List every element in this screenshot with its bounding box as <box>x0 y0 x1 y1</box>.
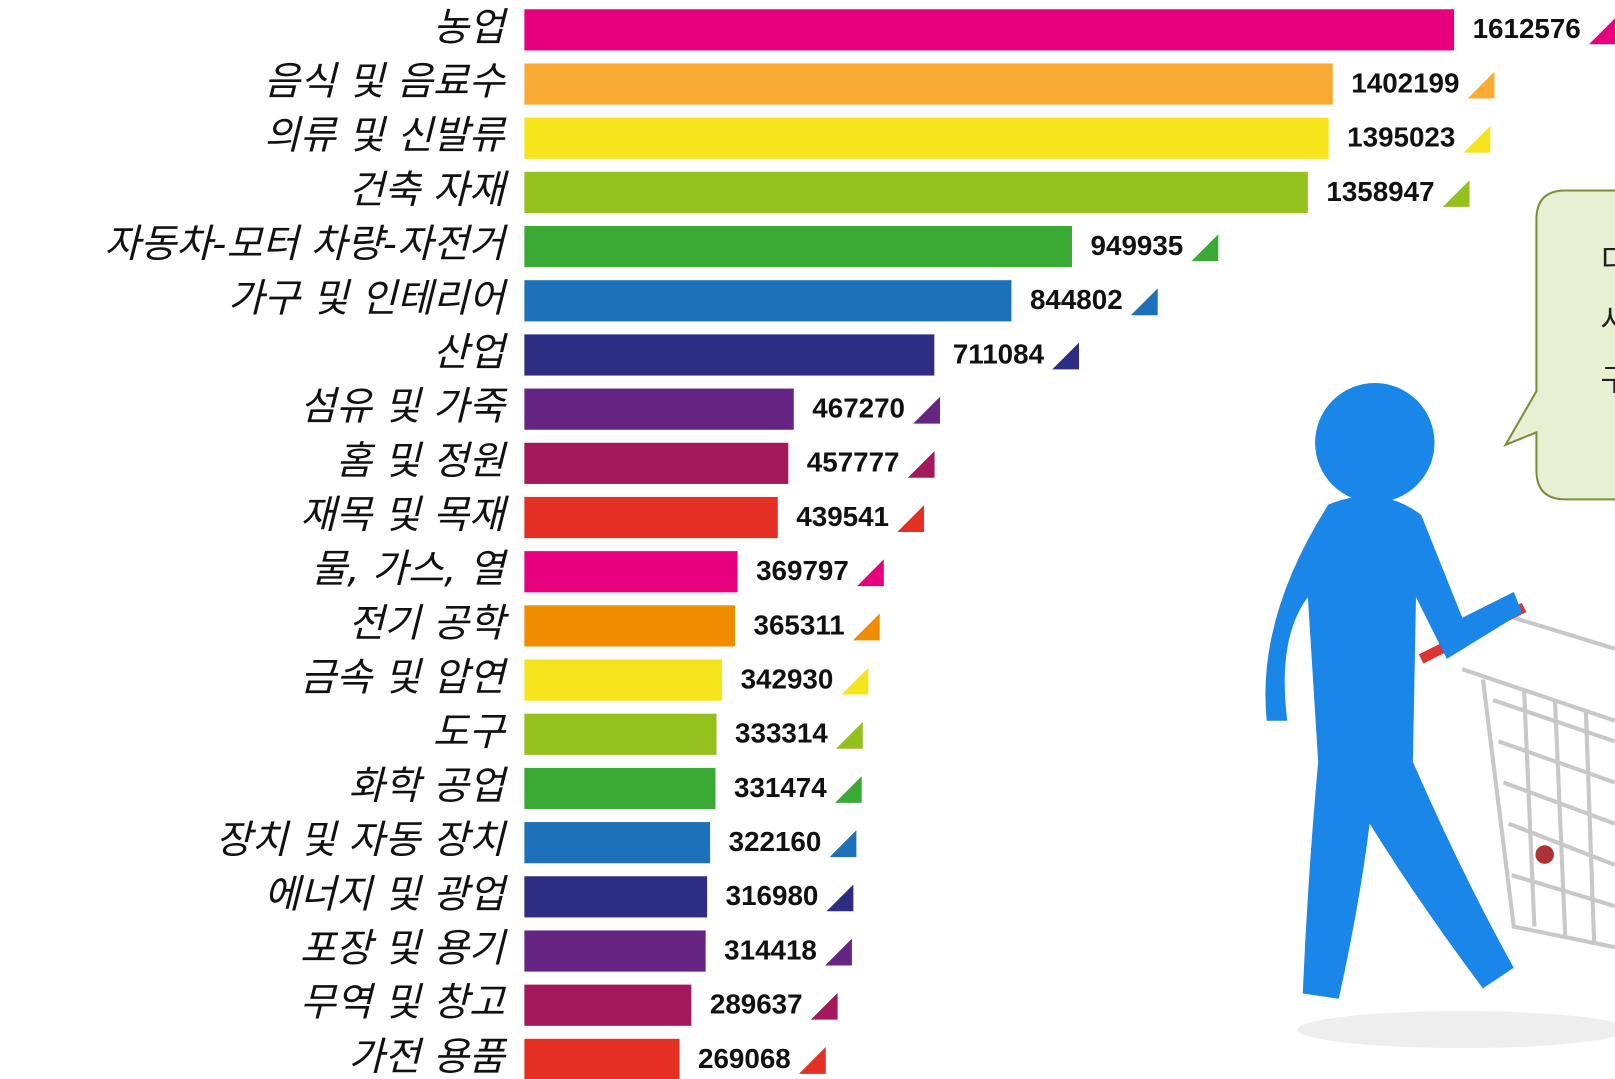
value-label: 333314 <box>735 718 828 749</box>
bar <box>524 767 716 810</box>
category-label: 의류 및 신발류 <box>264 114 507 159</box>
value-label: 289637 <box>710 989 803 1020</box>
category-label: 홈 및 정원 <box>336 439 508 484</box>
value-label: 365311 <box>754 609 845 640</box>
value-marker <box>1467 71 1495 99</box>
speech-bubble <box>1503 189 1615 501</box>
bar <box>524 9 1455 51</box>
value-marker <box>1191 234 1219 262</box>
value-label: 269068 <box>698 1043 791 1074</box>
value-label: 711084 <box>953 338 1045 369</box>
category-label: 금속 및 압연 <box>300 656 509 701</box>
value-marker <box>836 721 863 749</box>
value-marker <box>825 938 852 966</box>
value-label: 1402199 <box>1351 67 1459 98</box>
bubble-text: 사 <box>1600 303 1615 339</box>
value-marker <box>834 776 862 803</box>
value-label: 1395023 <box>1347 122 1455 153</box>
bar <box>524 334 935 376</box>
category-label: 건축 자재 <box>348 168 509 213</box>
value-label: 1358947 <box>1326 176 1434 207</box>
value-label: 949935 <box>1091 230 1184 261</box>
bar <box>524 713 717 755</box>
value-marker <box>1130 288 1158 316</box>
category-label: 화학 공업 <box>348 764 508 809</box>
category-label: 물, 가스, 열 <box>311 547 509 592</box>
value-marker <box>798 1047 826 1074</box>
bar <box>524 388 794 430</box>
bar <box>524 659 723 701</box>
value-label: 439541 <box>796 501 889 532</box>
value-label: 457777 <box>807 447 900 478</box>
category-label: 가전 용품 <box>348 1035 507 1079</box>
value-marker <box>829 830 857 858</box>
value-label: 314418 <box>724 934 817 965</box>
category-label: 음식 및 음료수 <box>264 60 507 105</box>
category-label: 장치 및 자동 장치 <box>216 818 508 863</box>
value-marker <box>810 992 838 1020</box>
bar <box>524 822 711 864</box>
bar <box>524 551 738 593</box>
bar <box>524 876 708 918</box>
bar <box>524 1038 680 1079</box>
value-marker <box>841 667 869 695</box>
value-label: 342930 <box>741 663 834 694</box>
value-marker <box>907 450 935 478</box>
value-marker <box>1052 342 1080 370</box>
bar <box>524 442 789 484</box>
category-label: 도구 <box>433 710 507 755</box>
category-label: 전기 공학 <box>348 601 509 646</box>
value-marker <box>826 884 854 912</box>
value-label: 1612576 <box>1473 13 1581 44</box>
bar <box>524 226 1073 268</box>
bar <box>524 171 1308 214</box>
category-label: 산업 <box>433 330 509 375</box>
category-label: 자동차-모터 차량-자전거 <box>104 222 508 267</box>
bar <box>524 117 1329 159</box>
shopper-illustration <box>1265 383 1615 1049</box>
bubble-text: 구 <box>1600 362 1615 398</box>
category-label: 무역 및 창고 <box>300 981 507 1026</box>
value-label: 467270 <box>812 393 905 424</box>
value-label: 369797 <box>756 555 849 586</box>
bar <box>524 930 706 972</box>
value-marker <box>913 396 941 424</box>
bar <box>524 605 735 647</box>
bar <box>524 496 778 539</box>
value-marker <box>1463 125 1491 153</box>
value-marker <box>897 505 925 532</box>
category-label: 포장 및 용기 <box>300 927 509 972</box>
category-label: 재목 및 목재 <box>300 493 510 538</box>
value-label: 316980 <box>726 880 819 911</box>
value-marker <box>1589 18 1615 45</box>
category-label: 가구 및 인테리어 <box>228 276 509 321</box>
value-marker <box>852 613 880 641</box>
value-label: 331474 <box>734 772 827 803</box>
value-label: 844802 <box>1030 284 1123 315</box>
bar <box>524 984 692 1026</box>
category-label: 에너지 및 광업 <box>264 872 509 917</box>
value-marker <box>857 559 884 587</box>
value-label: 322160 <box>729 826 822 857</box>
bar <box>524 63 1333 105</box>
bar <box>524 280 1012 322</box>
value-marker <box>1442 180 1470 207</box>
category-label: 농업 <box>433 5 509 50</box>
category-label: 섬유 및 가죽 <box>300 385 508 430</box>
bubble-text: 디 <box>1600 243 1615 279</box>
